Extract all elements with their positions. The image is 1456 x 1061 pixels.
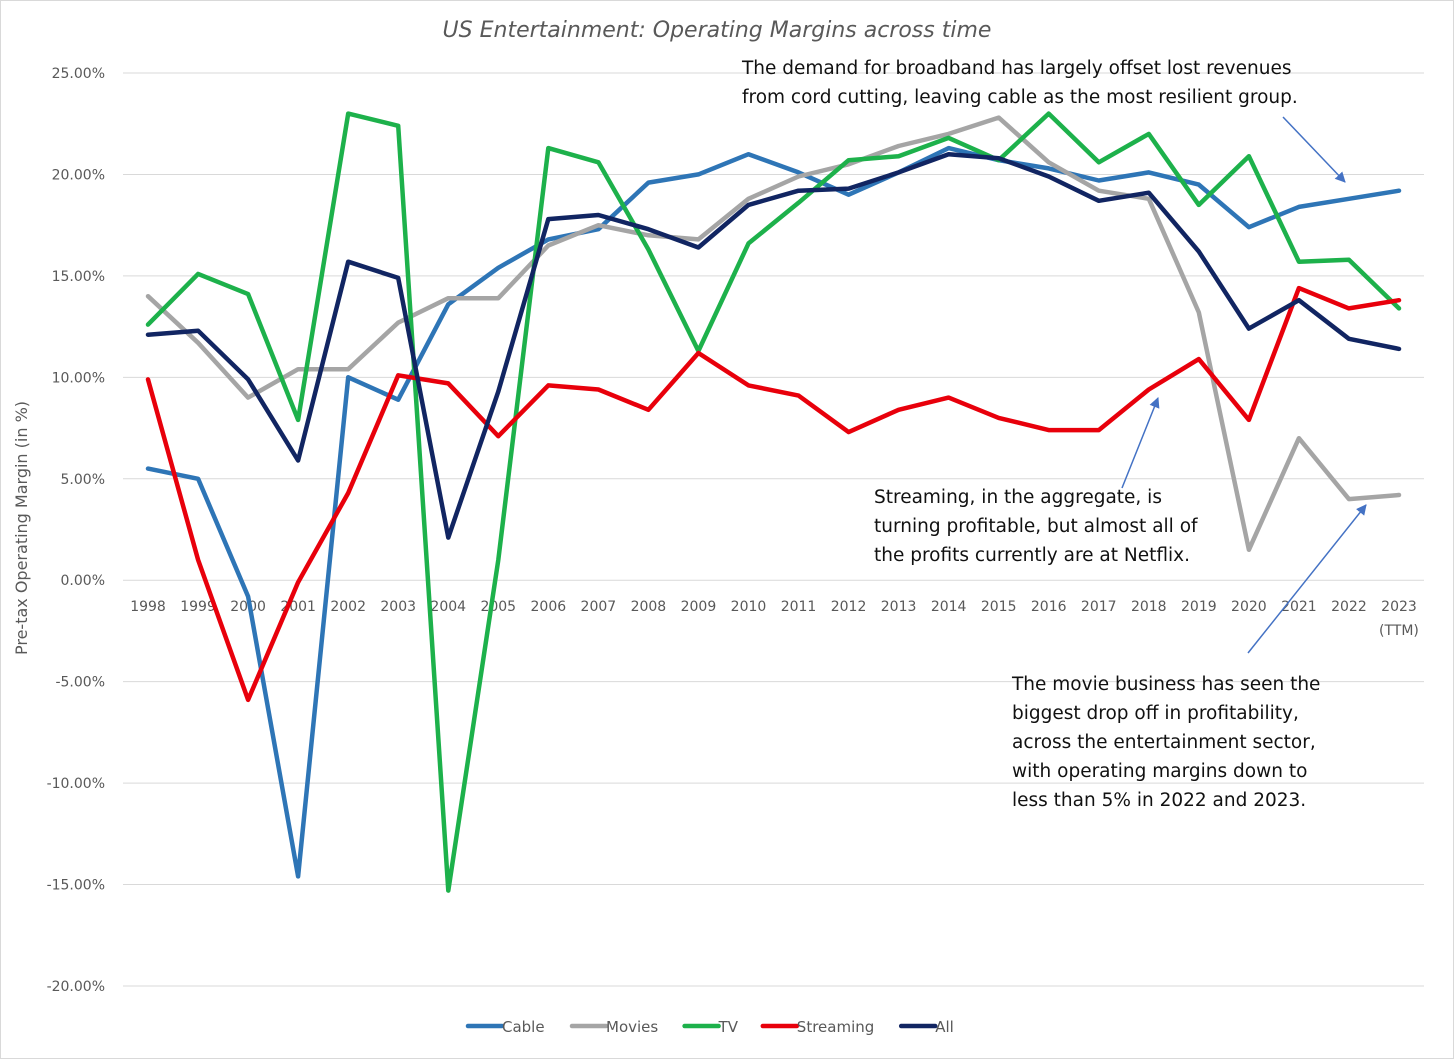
streaming-annotation-arrow [1121, 397, 1160, 489]
annotation-line: The demand for broadband has largely off… [742, 58, 1292, 79]
y-tick-label: 10.00% [52, 370, 105, 386]
x-tick-note: (TTM) [1379, 623, 1419, 639]
annotation-line: turning profitable, but almost all of [874, 516, 1198, 537]
y-axis-title: Pre-tax Operating Margin (in %) [12, 401, 31, 655]
x-tick-label: 2019 [1181, 599, 1217, 615]
movies-annotation: The movie business has seen the biggest … [1012, 670, 1320, 815]
x-tick-label: 2003 [380, 599, 416, 615]
y-tick-label: 25.00% [52, 66, 105, 82]
y-tick-label: 5.00% [61, 472, 105, 488]
streaming-annotation: Streaming, in the aggregate, is turning … [874, 483, 1198, 570]
series-line-all [145, 151, 1402, 540]
y-tick-label: -5.00% [55, 675, 105, 691]
series-line-movies [145, 115, 1402, 553]
chart-title: US Entertainment: Operating Margins acro… [443, 18, 992, 43]
x-axis-ticks: 1998 1999 2000 2001 2002 2003 2004 2005 2006 2007… [130, 599, 1419, 639]
x-tick-label: 2015 [981, 599, 1017, 615]
y-tick-label: -15.00% [47, 878, 105, 894]
annotation-line: Streaming, in the aggregate, is [874, 487, 1162, 508]
x-tick-label: 2020 [1231, 599, 1267, 615]
x-tick-label: 2013 [881, 599, 917, 615]
annotation-line: the profits currently are at Netflix. [874, 545, 1190, 566]
y-tick-label: -10.00% [47, 776, 105, 792]
x-tick-label: 2014 [931, 599, 967, 615]
x-tick-label: 2005 [480, 599, 516, 615]
annotation-line: biggest drop off in profitability, [1012, 703, 1299, 724]
x-tick-label: 2021 [1281, 599, 1317, 615]
x-tick-label: 2012 [831, 599, 867, 615]
y-tick-label: 0.00% [61, 573, 105, 589]
x-tick-label: 1998 [130, 599, 166, 615]
x-tick-label: 2011 [781, 599, 817, 615]
x-tick-label: 2018 [1131, 599, 1167, 615]
legend-label: Streaming [797, 1018, 874, 1036]
y-tick-label: -20.00% [47, 979, 105, 995]
x-tick-label: 2008 [631, 599, 667, 615]
annotation-line: across the entertainment sector, [1012, 732, 1316, 753]
cable-annotation-arrow [1282, 116, 1346, 183]
legend-label: TV [718, 1018, 739, 1036]
x-tick-label: 2004 [430, 599, 466, 615]
annotation-line: with operating margins down to [1012, 761, 1308, 782]
legend-label: All [935, 1018, 954, 1036]
annotation-arrows [1121, 116, 1367, 654]
series-line-streaming [145, 285, 1402, 703]
x-tick-label: 2017 [1081, 599, 1117, 615]
series-line-tv [145, 111, 1402, 893]
x-tick-label: 2010 [731, 599, 767, 615]
series-lines [145, 111, 1402, 893]
legend-label: Movies [606, 1018, 658, 1036]
x-tick-label: 2009 [681, 599, 717, 615]
legend: Cable Movies TV Streaming All [465, 1018, 954, 1036]
y-tick-label: 15.00% [52, 269, 105, 285]
cable-annotation: The demand for broadband has largely off… [742, 54, 1298, 112]
x-tick-label: 2016 [1031, 599, 1067, 615]
x-tick-label: 2007 [581, 599, 617, 615]
movies-annotation-arrow [1247, 504, 1367, 654]
y-axis-ticks: 25.00% 20.00% 15.00% 10.00% 5.00% 0.00% -5.00%… [47, 66, 105, 995]
annotation-line: from cord cutting, leaving cable as the … [742, 87, 1298, 108]
x-tick-label: 2006 [531, 599, 567, 615]
x-tick-label: 2023 [1381, 599, 1417, 615]
legend-label: Cable [502, 1018, 545, 1036]
y-tick-label: 20.00% [52, 167, 105, 183]
x-tick-label: 1999 [180, 599, 216, 615]
annotation-line: The movie business has seen the [1012, 674, 1321, 695]
x-tick-label: 2002 [330, 599, 366, 615]
x-tick-label: 2022 [1331, 599, 1367, 615]
series-line-cable [145, 145, 1402, 879]
annotation-line: less than 5% in 2022 and 2023. [1012, 790, 1307, 811]
